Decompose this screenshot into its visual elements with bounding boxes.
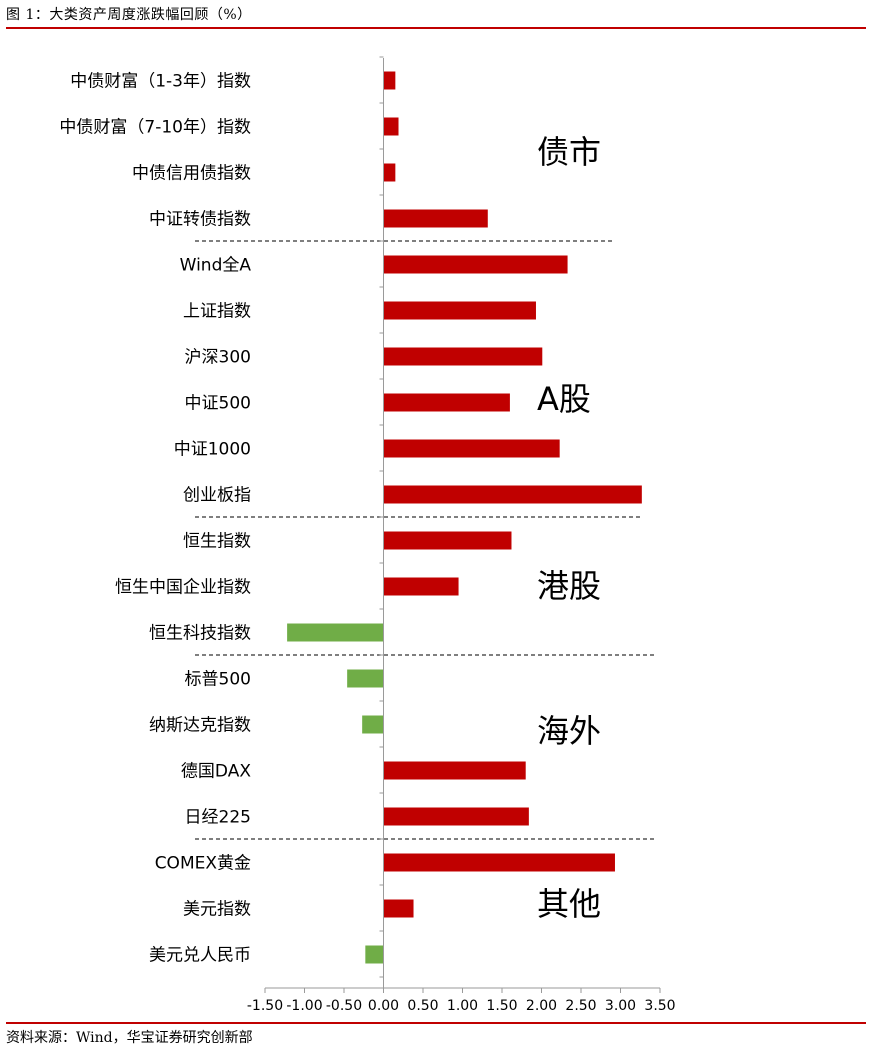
group-label: 债市	[537, 133, 601, 171]
category-label: 中债财富（1-3年）指数	[70, 72, 251, 92]
x-tick-label: 1.00	[447, 998, 478, 1014]
figure-title: 图 1：大类资产周度涨跌幅回顾（%）	[6, 7, 252, 23]
group-label: 其他	[537, 885, 601, 923]
category-label: 创业板指	[183, 486, 251, 506]
category-label: 中证500	[185, 394, 251, 414]
bar	[383, 209, 488, 228]
bar	[383, 301, 536, 320]
category-label: 恒生指数	[183, 532, 251, 552]
category-label: 上证指数	[183, 302, 251, 322]
group-label: A股	[537, 380, 591, 418]
source-note: 资料来源：Wind，华宝证券研究创新部	[6, 1030, 253, 1046]
x-tick-label: 2.00	[526, 998, 557, 1014]
category-label: 日经225	[185, 808, 251, 828]
bar	[383, 485, 642, 504]
bar	[383, 807, 529, 826]
bar	[383, 163, 396, 182]
x-tick-label: 3.50	[644, 998, 675, 1014]
category-label: 美元指数	[183, 900, 251, 920]
category-label: 中证1000	[174, 440, 251, 460]
group-label: 海外	[537, 712, 601, 750]
group-label: 港股	[537, 567, 601, 605]
category-label: 中债信用债指数	[132, 164, 251, 184]
bar	[383, 255, 568, 274]
category-label: 美元兑人民币	[149, 946, 251, 966]
category-label: 沪深300	[185, 348, 251, 368]
x-tick-label: -0.50	[326, 998, 362, 1014]
x-tick-label: 1.50	[486, 998, 517, 1014]
bar	[287, 623, 384, 642]
x-tick-label: -1.50	[247, 998, 283, 1014]
x-tick-label: 3.00	[605, 998, 636, 1014]
bar	[383, 853, 615, 872]
bar	[365, 945, 384, 964]
bar	[383, 577, 459, 596]
bottom-rule	[6, 1022, 866, 1024]
category-label: Wind全A	[180, 256, 252, 276]
x-tick-label: 0.00	[368, 998, 399, 1014]
top-rule	[6, 27, 866, 29]
category-label: 中债财富（7-10年）指数	[59, 118, 251, 138]
category-label: 纳斯达克指数	[149, 716, 251, 736]
bar	[362, 715, 384, 734]
bar	[383, 117, 399, 136]
category-label: 标普500	[185, 670, 251, 690]
bar	[383, 899, 414, 918]
bar	[347, 669, 384, 688]
bar	[383, 439, 560, 458]
category-label: COMEX黄金	[155, 854, 251, 874]
category-label: 恒生科技指数	[149, 624, 251, 644]
category-label: 恒生中国企业指数	[115, 578, 251, 598]
category-label: 中证转债指数	[149, 210, 251, 230]
x-tick-label: 2.50	[565, 998, 596, 1014]
bar	[383, 71, 396, 90]
x-tick-label: -1.00	[286, 998, 322, 1014]
bar	[383, 531, 512, 550]
category-label: 德国DAX	[181, 762, 251, 782]
bar	[383, 761, 526, 780]
bar	[383, 393, 510, 412]
bar	[383, 347, 543, 366]
x-tick-label: 0.50	[407, 998, 438, 1014]
